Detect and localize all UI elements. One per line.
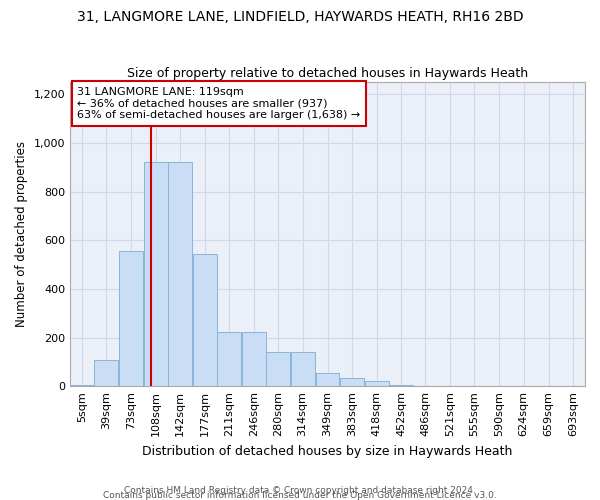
Bar <box>242 332 266 386</box>
Text: Contains public sector information licensed under the Open Government Licence v3: Contains public sector information licen… <box>103 490 497 500</box>
Bar <box>217 332 241 386</box>
Y-axis label: Number of detached properties: Number of detached properties <box>15 141 28 327</box>
Bar <box>168 162 192 386</box>
Bar <box>266 352 290 386</box>
Text: Contains HM Land Registry data © Crown copyright and database right 2024.: Contains HM Land Registry data © Crown c… <box>124 486 476 495</box>
Text: 31 LANGMORE LANE: 119sqm
← 36% of detached houses are smaller (937)
63% of semi-: 31 LANGMORE LANE: 119sqm ← 36% of detach… <box>77 87 361 120</box>
Bar <box>290 352 314 386</box>
Bar <box>143 162 167 386</box>
Bar <box>119 251 143 386</box>
Bar <box>316 373 340 386</box>
Text: 31, LANGMORE LANE, LINDFIELD, HAYWARDS HEATH, RH16 2BD: 31, LANGMORE LANE, LINDFIELD, HAYWARDS H… <box>77 10 523 24</box>
Bar <box>365 382 389 386</box>
X-axis label: Distribution of detached houses by size in Haywards Heath: Distribution of detached houses by size … <box>142 444 513 458</box>
Bar <box>340 378 364 386</box>
Title: Size of property relative to detached houses in Haywards Heath: Size of property relative to detached ho… <box>127 66 528 80</box>
Bar <box>70 385 94 386</box>
Bar <box>389 385 413 386</box>
Bar <box>94 360 118 386</box>
Bar <box>193 254 217 386</box>
